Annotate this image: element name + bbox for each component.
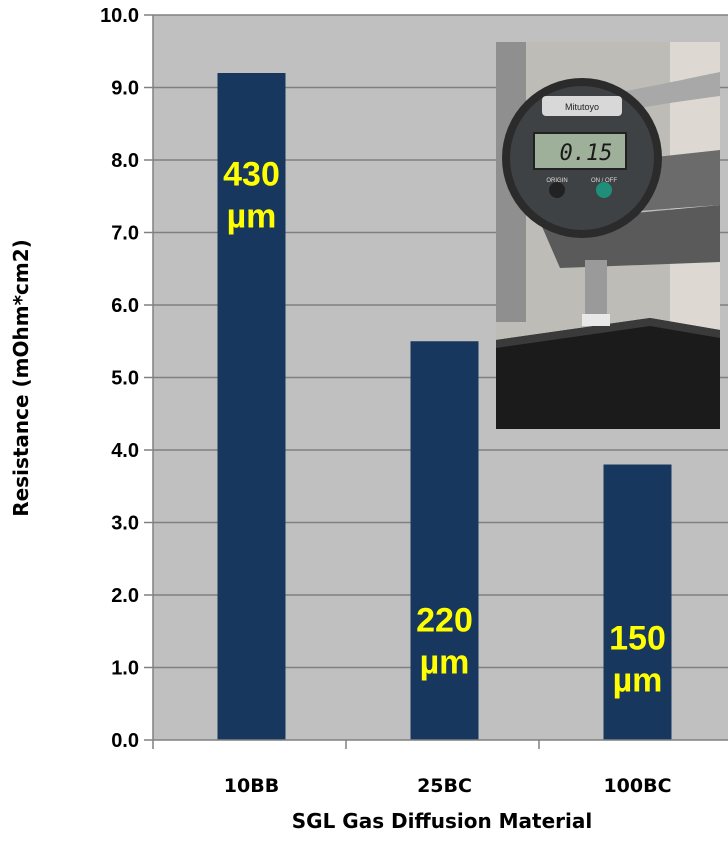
x-category-label: 25BC (417, 775, 472, 797)
y-tick-label: 1.0 (111, 658, 139, 680)
y-tick-label: 4.0 (111, 440, 139, 462)
bar-thickness-labels: 430 µm 220 µm 150 µm (223, 155, 666, 699)
thickness-gauge-photo: Mitutoyo 0.15 ORIGIN ON / OFF (496, 42, 720, 429)
gauge-brand: Mitutoyo (565, 102, 599, 112)
bar-label-value: 430 (223, 155, 280, 193)
y-tick-label: 3.0 (111, 513, 139, 535)
x-axis-title: SGL Gas Diffusion Material (292, 809, 593, 833)
bar-label-value: 220 (416, 601, 473, 639)
y-tick-label: 9.0 (111, 78, 139, 100)
bar-100bc (603, 464, 672, 740)
y-tick-label: 8.0 (111, 150, 139, 172)
y-axis-title: Resistance (mOhm*cm2) (9, 239, 33, 517)
bar-label-value: 150 (609, 619, 666, 657)
y-tick-labels: 0.0 1.0 2.0 3.0 4.0 5.0 6.0 7.0 8.0 9.0 10.0 (100, 5, 139, 752)
x-category-label: 100BC (603, 775, 671, 797)
gauge-onoff-button: ON / OFF (591, 178, 617, 184)
y-tick-label: 5.0 (111, 368, 139, 390)
bars (217, 73, 672, 740)
bar-label-unit: µm (613, 661, 663, 699)
y-tick-label: 2.0 (111, 585, 139, 607)
bar-label-unit: µm (227, 197, 277, 235)
y-tick-label: 7.0 (111, 223, 139, 245)
x-category-label: 10BB (224, 775, 279, 797)
gauge-origin-button: ORIGIN (546, 178, 567, 184)
y-tick-label: 10.0 (100, 5, 139, 27)
bar-label-unit: µm (420, 643, 470, 681)
bar-25bc (410, 341, 479, 740)
y-tick-label: 0.0 (111, 730, 139, 752)
bar-10bb (217, 73, 286, 740)
axes (144, 14, 728, 749)
gauge-readout: 0.15 (560, 141, 613, 166)
y-tick-label: 6.0 (111, 295, 139, 317)
x-category-labels: 10BB 25BC 100BC (224, 775, 672, 797)
